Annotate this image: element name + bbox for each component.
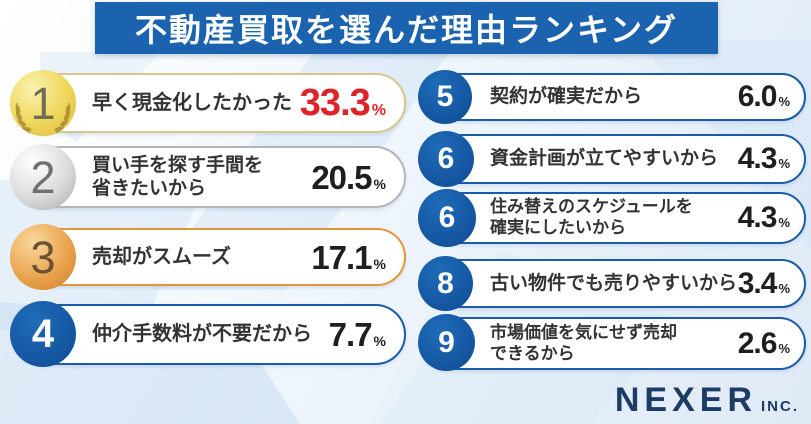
nexer-logo-text: NEXER <box>614 381 757 419</box>
rank-3-value: 17.1 % <box>311 241 386 274</box>
rank-item-2: 買い手を探す手間を 省きたいから 20.5 % 2 <box>10 144 406 210</box>
rank-1-percent-unit: % <box>371 102 386 119</box>
rank-2-label-line1: 買い手を探す手間を <box>92 154 264 176</box>
rank-1-number: 1 <box>30 77 56 129</box>
rank-2-label-line2: 省きたいから <box>92 178 207 199</box>
rank-4-percent: 7.7 <box>328 316 373 353</box>
rank-item-9: 市場価値を気にせず売却 できるから 2.6 % 9 <box>418 314 806 371</box>
rank-1-value: 33.3 % <box>300 84 386 122</box>
rank-6a-percent-unit: % <box>778 156 790 171</box>
silver-medal-icon: 2 <box>10 144 76 210</box>
rank-6b-number: 6 <box>438 201 456 234</box>
rank-8-label: 古い物件でも売りやすいから <box>490 272 737 295</box>
rank-1-label-line1: 早く現金化したかった <box>92 91 292 114</box>
rank-1-pill: 早く現金化したかった 33.3 % <box>12 73 406 133</box>
rank-6a-percent: 4.3 <box>737 142 778 175</box>
rank-6b-percent: 4.3 <box>737 201 778 234</box>
rank-item-1: 早く現金化したかった 33.3 % <box>10 70 406 136</box>
rank-9-percent-unit: % <box>778 340 790 356</box>
rank-6a-value: 4.3 % <box>738 144 790 174</box>
rank-6a-number: 6 <box>437 142 455 175</box>
rank-5-percent-unit: % <box>778 94 790 109</box>
rank-1-label: 早く現金化したかった <box>92 91 292 115</box>
nexer-logo: NEXER INC. <box>615 381 799 420</box>
rank-9-percent: 2.6 <box>737 326 778 360</box>
rank-6b-label-line1: 住み替えのスケジュールを <box>490 197 693 217</box>
rank-4-pill: 仲介手数料が不要だから 7.7 % <box>12 304 406 365</box>
rank-4-value: 7.7 % <box>329 318 386 351</box>
rank-8-value: 3.4 % <box>737 266 790 300</box>
laurel-branch-icon <box>54 102 71 134</box>
rank-6a-label-line1: 資金計画が立てやすいから <box>490 148 719 170</box>
rank-6b-badge: 6 <box>418 189 476 247</box>
rank-6b-percent-unit: % <box>778 215 790 230</box>
rank-8-percent-unit: % <box>778 280 790 296</box>
rank-6b-pill: 住み替えのスケジュールを 確実にしたいから 4.3 % <box>420 192 806 244</box>
title-banner: 不動産買取を選んだ理由ランキング <box>95 2 718 54</box>
rank-5-value: 6.0 % <box>738 82 790 112</box>
rank-9-label: 市場価値を気にせず売却 できるから <box>490 323 677 364</box>
rank-5-label-line1: 契約が確実だから <box>490 86 643 108</box>
rank-3-label-line1: 売却がスムーズ <box>92 245 231 268</box>
rank-5-number: 5 <box>436 80 454 113</box>
rank-2-number: 2 <box>30 151 56 203</box>
rank-5-label: 契約が確実だから <box>490 85 642 108</box>
rank-5-pill: 契約が確実だから 6.0 % <box>420 73 806 121</box>
rank-2-label: 買い手を探す手間を 省きたいから <box>92 154 263 200</box>
rank-3-percent-unit: % <box>373 255 386 272</box>
rank-item-4: 仲介手数料が不要だから 7.7 % 4 <box>10 301 406 367</box>
rank-5-percent: 6.0 <box>737 80 778 113</box>
nexer-logo-suffix: INC. <box>761 398 799 415</box>
rank-8-percent: 3.4 <box>737 266 778 300</box>
rank-5-badge: 5 <box>418 70 472 124</box>
rank-3-percent: 17.1 <box>311 238 372 276</box>
rank-4-label: 仲介手数料が不要だから <box>92 322 312 346</box>
rank-6a-badge: 6 <box>418 131 474 187</box>
rank-4-number: 4 <box>31 312 55 356</box>
rank-9-pill: 市場価値を気にせず売却 できるから 2.6 % <box>420 317 806 370</box>
rank-2-value: 20.5 % <box>311 161 386 194</box>
page-title: 不動産買取を選んだ理由ランキング <box>134 12 679 48</box>
rank-9-badge: 9 <box>418 314 475 371</box>
gold-medal-icon: 1 <box>10 70 76 136</box>
rank-6a-pill: 資金計画が立てやすいから 4.3 % <box>420 134 806 184</box>
rank-4-badge: 4 <box>10 301 76 367</box>
rank-8-badge: 8 <box>418 256 473 311</box>
rank-6b-value: 4.3 % <box>738 203 790 233</box>
rank-9-label-line1: 市場価値を気にせず売却 <box>490 322 677 342</box>
rank-6b-label: 住み替えのスケジュールを 確実にしたいから <box>490 197 693 238</box>
rank-2-pill: 買い手を探す手間を 省きたいから 20.5 % <box>12 146 406 208</box>
rank-9-label-line2: できるから <box>490 343 575 363</box>
rank-item-3: 売却がスムーズ 17.1 % 3 <box>10 224 406 290</box>
rank-9-number: 9 <box>438 325 455 359</box>
rank-6a-label: 資金計画が立てやすいから <box>490 147 718 170</box>
rank-3-label: 売却がスムーズ <box>92 245 231 269</box>
rank-4-label-line1: 仲介手数料が不要だから <box>92 323 312 346</box>
bronze-medal-icon: 3 <box>10 224 76 290</box>
rank-8-pill: 古い物件でも売りやすいから 3.4 % <box>420 259 806 308</box>
rank-9-value: 2.6 % <box>737 326 790 360</box>
rank-4-percent-unit: % <box>373 333 386 349</box>
rank-2-percent-unit: % <box>373 175 386 192</box>
laurel-branch-icon <box>15 102 32 134</box>
rank-2-percent: 20.5 <box>311 158 372 196</box>
rank-3-pill: 売却がスムーズ 17.1 % <box>12 228 406 286</box>
rank-6b-label-line2: 確実にしたいから <box>490 218 626 237</box>
rank-item-6a: 資金計画が立てやすいから 4.3 % 6 <box>418 131 806 187</box>
rank-1-percent: 33.3 <box>299 82 371 124</box>
rank-item-8: 古い物件でも売りやすいから 3.4 % 8 <box>418 256 806 311</box>
rank-8-label-line1: 古い物件でも売りやすいから <box>490 272 738 294</box>
rank-item-5: 契約が確実だから 6.0 % 5 <box>418 70 806 124</box>
rank-3-number: 3 <box>30 231 56 283</box>
rank-item-6b: 住み替えのスケジュールを 確実にしたいから 4.3 % 6 <box>418 189 806 247</box>
rank-8-number: 8 <box>437 266 454 300</box>
